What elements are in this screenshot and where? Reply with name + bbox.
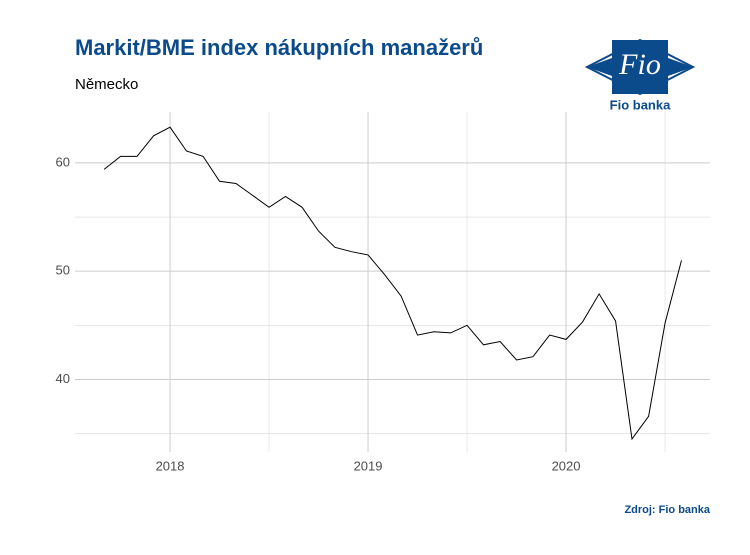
logo-name: Fio banka	[610, 97, 671, 112]
chart-title: Markit/BME index nákupních manažerů	[75, 35, 483, 60]
logo: Fio Fio banka	[584, 38, 696, 112]
chart-subtitle: Německo	[75, 76, 138, 93]
line	[103, 126, 682, 441]
logo-arrow	[587, 58, 612, 76]
x-tick-label: 2020	[552, 458, 581, 473]
y-tick-label: 60	[56, 154, 70, 169]
x-tick-label: 2019	[354, 458, 383, 473]
y-tick-label: 50	[56, 263, 70, 278]
logo-arrow	[668, 58, 693, 76]
source: Zdroj: Fio banka	[624, 504, 710, 516]
y-tick-label: 40	[56, 371, 70, 386]
logo-box	[612, 40, 668, 94]
logo-mark: Fio	[618, 48, 661, 81]
x-tick-label: 2018	[156, 458, 185, 473]
